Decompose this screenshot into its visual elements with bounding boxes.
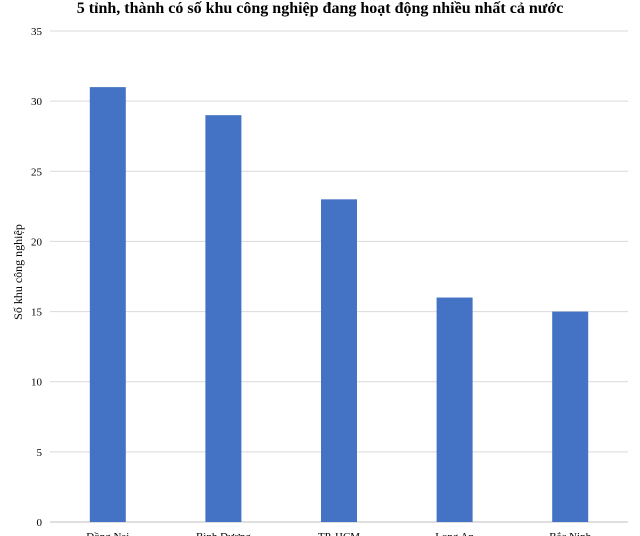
bars	[89, 87, 589, 523]
x-category-label: Bắc Ninh	[549, 531, 591, 536]
bar	[89, 87, 126, 522]
y-axis-ticks: 0 5 10 15 20 25 30 35	[31, 26, 43, 529]
x-category-label: Bình Dương	[196, 531, 251, 536]
y-tick-label: 35	[31, 26, 43, 38]
y-tick-label: 10	[31, 377, 43, 389]
bar	[205, 115, 242, 523]
x-axis-categories: Đồng Nai Bình Dương TP. HCM Long An Bắc Ninh	[86, 531, 591, 536]
y-tick-label: 0	[37, 517, 43, 529]
y-tick-label: 15	[31, 307, 43, 319]
y-axis-title: Số khu công nghiệp	[11, 224, 25, 320]
bar	[321, 199, 357, 523]
y-tick-label: 20	[31, 236, 43, 248]
bar	[552, 311, 589, 522]
chart-title: 5 tỉnh, thành có số khu công nghiệp đang…	[76, 0, 564, 17]
y-tick-label: 30	[31, 96, 43, 108]
x-category-label: Long An	[435, 531, 474, 536]
y-tick-label: 25	[31, 166, 43, 178]
bar	[436, 297, 473, 522]
x-category-label: Đồng Nai	[86, 531, 129, 536]
x-category-label: TP. HCM	[318, 531, 360, 536]
y-tick-label: 5	[37, 447, 43, 459]
